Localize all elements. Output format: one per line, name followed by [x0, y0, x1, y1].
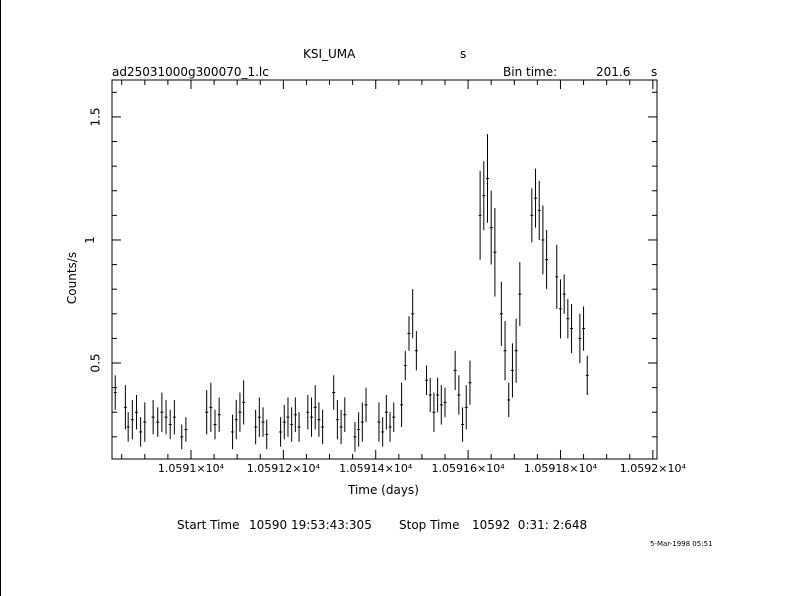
x-tick-label: 1.0592×10⁴: [619, 462, 686, 475]
start-time-label: Start Time: [177, 518, 240, 532]
object-name: KSI_UMA: [303, 47, 356, 61]
y-tick-label: 1.5: [88, 107, 103, 127]
start-time-value: 10590 19:53:43:305: [249, 518, 372, 532]
bin-time-unit: s: [651, 65, 658, 79]
x-axis-label: Time (days): [348, 483, 419, 497]
plot-frame: [111, 79, 658, 460]
x-tick-label: 1.05912×10⁴: [246, 462, 320, 475]
object-unit: s: [460, 47, 467, 61]
date-stamp: 5-Mar-1998 05:51: [650, 540, 713, 548]
x-tick-label: 1.0591×10⁴: [157, 462, 225, 475]
filename-label: ad25031000g300070_1.lc: [112, 65, 269, 79]
y-axis-label: Counts/s: [65, 251, 80, 305]
y-tick-label: 0.5: [88, 353, 103, 373]
bin-time-value: 201.6: [596, 65, 631, 79]
window-edge: [0, 0, 1, 596]
x-tick-label: 1.05918×10⁴: [523, 462, 598, 475]
x-tick-label: 1.05916×10⁴: [431, 462, 505, 475]
bin-time-label: Bin time:: [503, 65, 558, 79]
x-tick-label: 1.05914×10⁴: [339, 462, 413, 475]
axis-ticks: [112, 80, 657, 459]
y-tick-label: 1: [82, 236, 97, 244]
stop-time-value: 10592 0:31: 2:648: [472, 518, 588, 532]
data-points: [113, 134, 589, 452]
stop-time-label: Stop Time: [399, 518, 460, 532]
